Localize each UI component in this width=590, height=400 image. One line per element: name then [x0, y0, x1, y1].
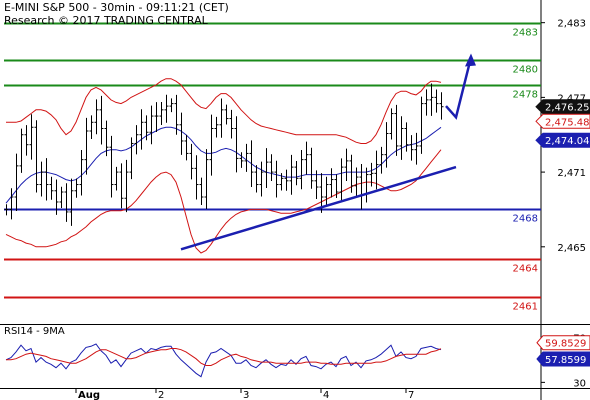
level-label-2480: 2480 [513, 65, 538, 76]
level-label-2468: 2468 [513, 214, 538, 225]
price-tag [535, 132, 590, 148]
price-tag [535, 99, 590, 115]
level-label-2464: 2464 [513, 264, 538, 275]
bollinger-lower-line [5, 149, 442, 254]
time-tick-label: Aug [78, 390, 100, 400]
level-label-2478: 2478 [513, 90, 538, 101]
price-tick-label: 2,471 [557, 168, 586, 179]
rsi-panel-label: RSI14 - 9MA [4, 326, 65, 337]
time-tick-label: 2 [158, 390, 164, 400]
forecast-arrow [445, 57, 473, 120]
price-tag-label: 2,474.04 [545, 136, 590, 147]
price-tag-label: 2,476.25 [545, 103, 590, 114]
copyright-notice: Research © 2017 TRADING CENTRAL [4, 14, 208, 27]
bollinger-upper-line [6, 78, 442, 144]
rsi-ma-line [6, 348, 442, 366]
price-tag-label: 2,475.48 [545, 117, 590, 128]
moving-average-line [5, 126, 442, 204]
rsi-value-tag [536, 335, 590, 351]
rsi-line [5, 343, 442, 378]
time-tick-label: 7 [408, 390, 414, 400]
time-tick-label: 4 [323, 390, 329, 400]
level-label-2461: 2461 [513, 302, 538, 313]
rsi-value-label: 59.8529 [545, 339, 586, 350]
time-tick-label: 3 [243, 390, 249, 400]
rsi-value-label: 57.8599 [545, 355, 586, 366]
forecast-arrow-head [465, 53, 476, 67]
rsi-value-tag [536, 351, 590, 367]
support-trendline [180, 165, 457, 251]
price-tag [535, 113, 590, 129]
price-tick-label: 2,465 [557, 243, 586, 254]
level-label-2483: 2483 [513, 28, 538, 39]
price-tick-label: 2,477 [557, 93, 586, 104]
chart-title: E-MINI S&P 500 - 30min - 09:11:21 (CET) [4, 1, 229, 14]
rsi-tick-label: 30 [573, 378, 586, 389]
price-tick-label: 2,483 [557, 19, 586, 30]
